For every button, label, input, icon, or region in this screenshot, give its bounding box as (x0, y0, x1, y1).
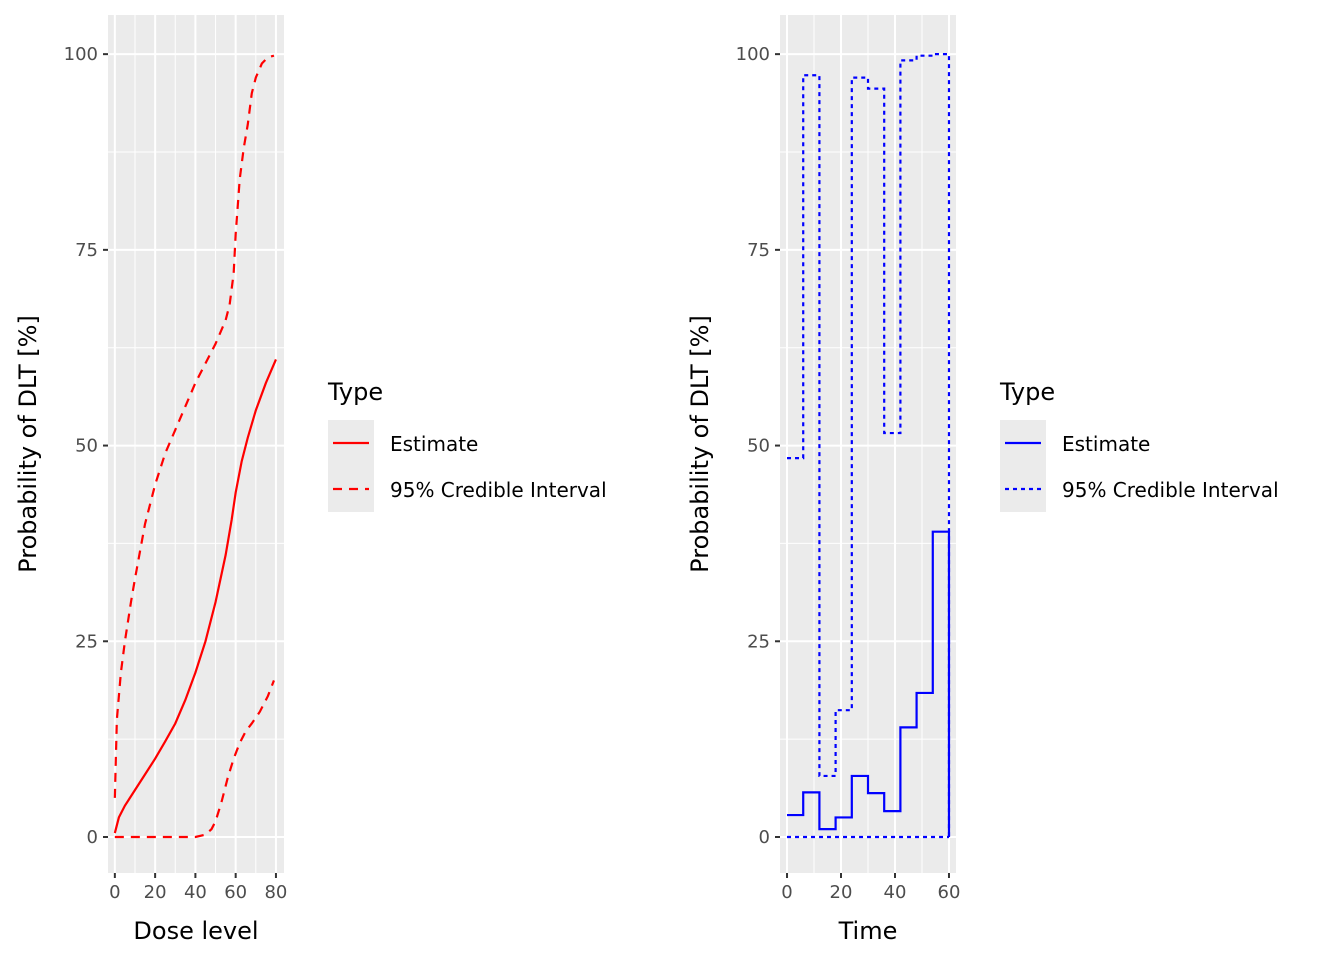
x-tick-label: 20 (144, 882, 167, 903)
x-tick-label: 0 (781, 882, 792, 903)
y-tick-label: 25 (747, 631, 770, 652)
y-tick-label: 25 (75, 631, 98, 652)
series-line-0 (113, 359, 277, 834)
y-axis-title: Probability of DLT [%] (14, 315, 42, 573)
panel-time: 0 20 40 60 0 25 50 75 100 Time Probability of DLT … (686, 15, 1279, 945)
legend-title: Type (327, 378, 383, 406)
x-tick-label: 40 (184, 882, 207, 903)
y-tick-label: 75 (75, 240, 98, 261)
y-tick-label: 100 (64, 44, 98, 65)
x-tick-label: 40 (884, 882, 907, 903)
series-line-1 (787, 53, 951, 837)
legend-label: 95% Credible Interval (390, 478, 607, 502)
y-tick-label: 50 (747, 436, 770, 457)
x-tick-label: 80 (264, 882, 287, 903)
series-line-0 (787, 530, 951, 837)
panel-dose: 0 20 40 60 80 0 25 50 75 100 Dose level Probability… (14, 15, 607, 945)
y-tick-label: 75 (747, 240, 770, 261)
legend-label: Estimate (390, 432, 478, 456)
y-tick-label: 50 (75, 436, 98, 457)
series-line-1 (113, 54, 275, 798)
x-tick-label: 20 (830, 882, 853, 903)
x-axis-title: Dose level (133, 917, 258, 945)
x-axis-title: Time (838, 917, 898, 945)
legend-label: 95% Credible Interval (1062, 478, 1279, 502)
y-axis-title: Probability of DLT [%] (686, 315, 714, 573)
legend-title: Type (999, 378, 1055, 406)
y-tick-label: 100 (736, 44, 770, 65)
legend-label: Estimate (1062, 432, 1150, 456)
x-tick-label: 0 (109, 882, 120, 903)
y-tick-label: 0 (87, 827, 98, 848)
x-tick-label: 60 (938, 882, 961, 903)
y-tick-label: 0 (759, 827, 770, 848)
x-tick-label: 60 (224, 882, 247, 903)
series-line-2 (114, 680, 275, 839)
